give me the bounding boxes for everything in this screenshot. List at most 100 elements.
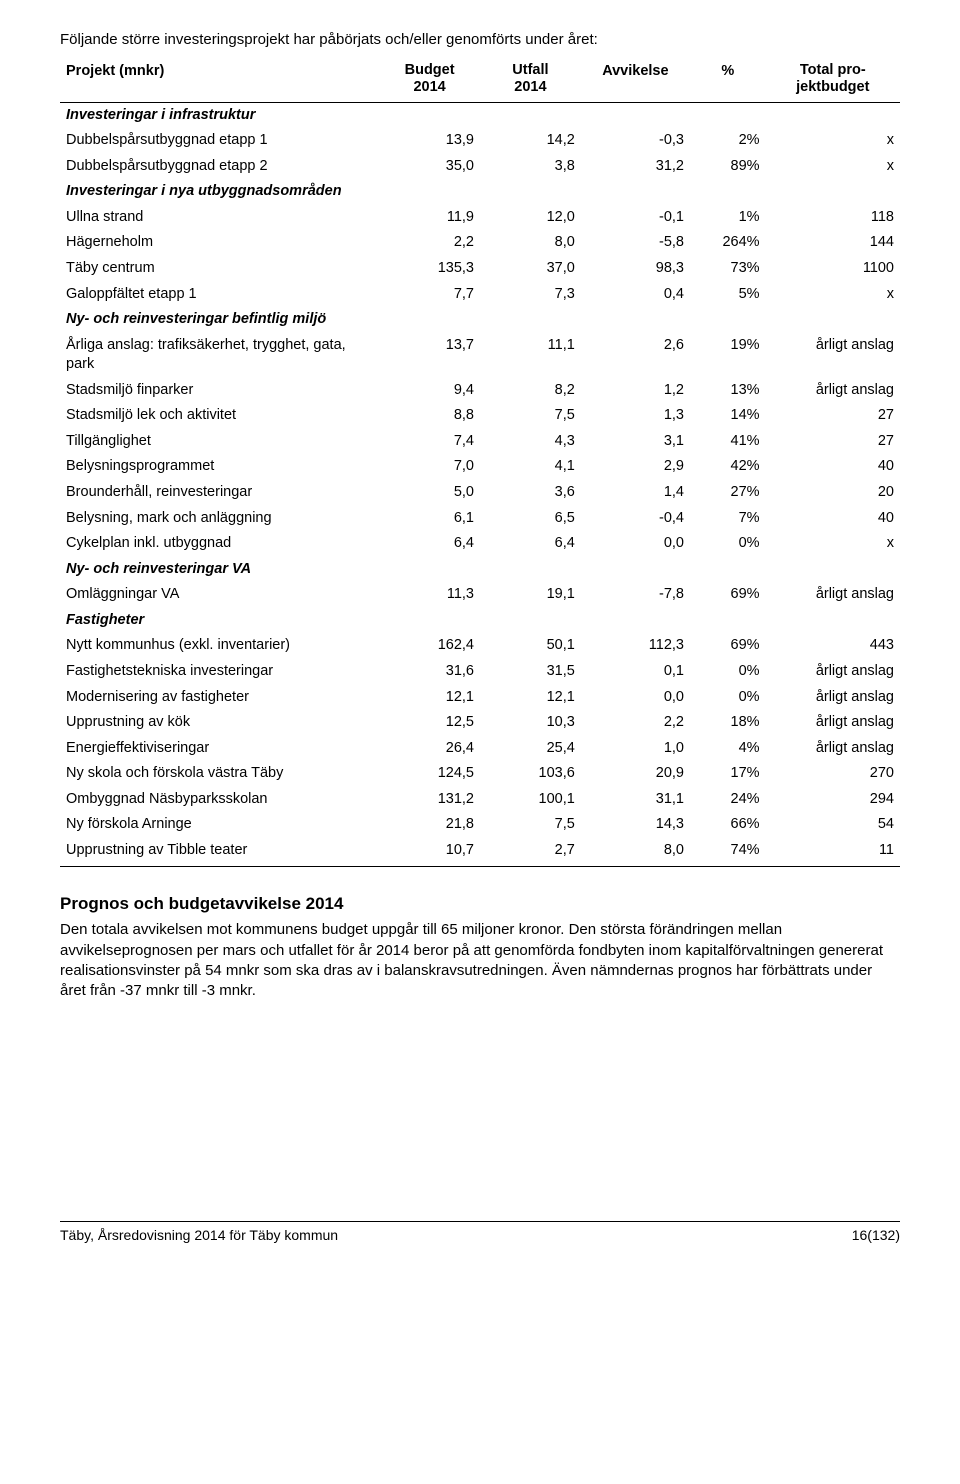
- row-label: Belysningsprogrammet: [60, 454, 379, 480]
- column-header: Projekt (mnkr): [60, 56, 379, 102]
- footer-left: Täby, Årsredovisning 2014 för Täby kommu…: [60, 1226, 338, 1245]
- section-body: Den totala avvikelsen mot kommunens budg…: [60, 920, 900, 1001]
- cell-value: 11,1: [480, 333, 581, 378]
- cell-value: 0%: [690, 685, 766, 711]
- section-row-label: Fastigheter: [60, 608, 900, 634]
- cell-value: 8,8: [379, 403, 480, 429]
- cell-value: 0,1: [581, 659, 690, 685]
- cell-value: 7,5: [480, 812, 581, 838]
- row-label: Årliga anslag: trafiksäkerhet, trygghet,…: [60, 333, 379, 378]
- cell-value: -7,8: [581, 582, 690, 608]
- row-label: Upprustning av Tibble teater: [60, 838, 379, 867]
- cell-value: 10,7: [379, 838, 480, 867]
- cell-value: 0%: [690, 531, 766, 557]
- cell-value: -0,4: [581, 506, 690, 532]
- table-row: Brounderhåll, reinvesteringar5,03,61,427…: [60, 480, 900, 506]
- cell-value: årligt anslag: [766, 659, 900, 685]
- cell-value: 69%: [690, 633, 766, 659]
- intro-text: Följande större investeringsprojekt har …: [60, 30, 900, 50]
- cell-value: -0,1: [581, 205, 690, 231]
- cell-value: 294: [766, 787, 900, 813]
- row-label: Ny skola och förskola västra Täby: [60, 761, 379, 787]
- cell-value: 42%: [690, 454, 766, 480]
- cell-value: 124,5: [379, 761, 480, 787]
- cell-value: 20,9: [581, 761, 690, 787]
- row-label: Tillgänglighet: [60, 429, 379, 455]
- cell-value: 135,3: [379, 256, 480, 282]
- cell-value: 27: [766, 403, 900, 429]
- cell-value: 10,3: [480, 710, 581, 736]
- row-label: Hägerneholm: [60, 230, 379, 256]
- table-row: Dubbelspårsutbyggnad etapp 235,03,831,28…: [60, 154, 900, 180]
- table-row: Modernisering av fastigheter12,112,10,00…: [60, 685, 900, 711]
- row-label: Energieffektiviseringar: [60, 736, 379, 762]
- cell-value: 19,1: [480, 582, 581, 608]
- cell-value: 2,2: [581, 710, 690, 736]
- cell-value: 35,0: [379, 154, 480, 180]
- cell-value: 162,4: [379, 633, 480, 659]
- projects-table: Projekt (mnkr)Budget2014Utfall2014Avvike…: [60, 56, 900, 867]
- cell-value: 9,4: [379, 378, 480, 404]
- cell-value: 100,1: [480, 787, 581, 813]
- cell-value: årligt anslag: [766, 685, 900, 711]
- cell-value: 13,7: [379, 333, 480, 378]
- table-row: Stadsmiljö lek och aktivitet8,87,51,314%…: [60, 403, 900, 429]
- column-header: Avvikelse: [581, 56, 690, 102]
- row-label: Stadsmiljö lek och aktivitet: [60, 403, 379, 429]
- table-row: Tillgänglighet7,44,33,141%27: [60, 429, 900, 455]
- cell-value: 14%: [690, 403, 766, 429]
- table-row: Ullna strand11,912,0-0,11%118: [60, 205, 900, 231]
- row-label: Fastighetstekniska investeringar: [60, 659, 379, 685]
- cell-value: 31,1: [581, 787, 690, 813]
- cell-value: 4,3: [480, 429, 581, 455]
- table-row: Dubbelspårsutbyggnad etapp 113,914,2-0,3…: [60, 128, 900, 154]
- cell-value: 27: [766, 429, 900, 455]
- cell-value: 1%: [690, 205, 766, 231]
- cell-value: 13%: [690, 378, 766, 404]
- cell-value: 1,0: [581, 736, 690, 762]
- cell-value: 40: [766, 506, 900, 532]
- table-row: Belysning, mark och anläggning6,16,5-0,4…: [60, 506, 900, 532]
- cell-value: 18%: [690, 710, 766, 736]
- table-row: Ny- och reinvesteringar VA: [60, 557, 900, 583]
- column-header: Utfall2014: [480, 56, 581, 102]
- cell-value: x: [766, 128, 900, 154]
- cell-value: 66%: [690, 812, 766, 838]
- cell-value: 31,6: [379, 659, 480, 685]
- cell-value: 6,5: [480, 506, 581, 532]
- row-label: Täby centrum: [60, 256, 379, 282]
- cell-value: 12,5: [379, 710, 480, 736]
- row-label: Dubbelspårsutbyggnad etapp 1: [60, 128, 379, 154]
- cell-value: -5,8: [581, 230, 690, 256]
- table-row: Ombyggnad Näsbyparksskolan131,2100,131,1…: [60, 787, 900, 813]
- cell-value: x: [766, 282, 900, 308]
- row-label: Nytt kommunhus (exkl. inventarier): [60, 633, 379, 659]
- cell-value: 131,2: [379, 787, 480, 813]
- cell-value: 37,0: [480, 256, 581, 282]
- table-header-row: Projekt (mnkr)Budget2014Utfall2014Avvike…: [60, 56, 900, 102]
- table-row: Ny- och reinvesteringar befintlig miljö: [60, 307, 900, 333]
- cell-value: 2%: [690, 128, 766, 154]
- table-row: Täby centrum135,337,098,373%1100: [60, 256, 900, 282]
- cell-value: 118: [766, 205, 900, 231]
- cell-value: 1,4: [581, 480, 690, 506]
- cell-value: 27%: [690, 480, 766, 506]
- cell-value: 7,0: [379, 454, 480, 480]
- cell-value: 1100: [766, 256, 900, 282]
- cell-value: 7,5: [480, 403, 581, 429]
- table-row: Investeringar i nya utbyggnadsområden: [60, 179, 900, 205]
- projects-table-wrap: Projekt (mnkr)Budget2014Utfall2014Avvike…: [60, 56, 900, 867]
- section-row-label: Ny- och reinvesteringar befintlig miljö: [60, 307, 900, 333]
- table-row: Årliga anslag: trafiksäkerhet, trygghet,…: [60, 333, 900, 378]
- cell-value: 112,3: [581, 633, 690, 659]
- table-row: Energieffektiviseringar26,425,41,04%årli…: [60, 736, 900, 762]
- cell-value: 2,9: [581, 454, 690, 480]
- cell-value: 21,8: [379, 812, 480, 838]
- cell-value: 2,2: [379, 230, 480, 256]
- cell-value: 0,0: [581, 685, 690, 711]
- cell-value: x: [766, 531, 900, 557]
- cell-value: 1,3: [581, 403, 690, 429]
- cell-value: 2,7: [480, 838, 581, 867]
- table-row: Upprustning av kök12,510,32,218%årligt a…: [60, 710, 900, 736]
- cell-value: 50,1: [480, 633, 581, 659]
